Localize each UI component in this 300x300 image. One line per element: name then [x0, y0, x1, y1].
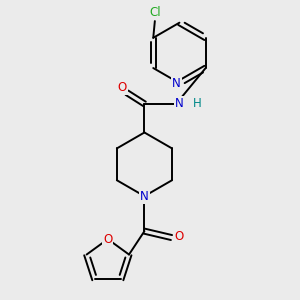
Text: N: N — [140, 190, 149, 203]
Text: Cl: Cl — [149, 6, 161, 19]
Text: O: O — [118, 81, 127, 94]
Text: N: N — [172, 77, 181, 90]
Text: H: H — [193, 97, 201, 110]
Text: O: O — [103, 232, 112, 246]
Text: N: N — [175, 97, 184, 110]
Text: O: O — [175, 230, 184, 243]
